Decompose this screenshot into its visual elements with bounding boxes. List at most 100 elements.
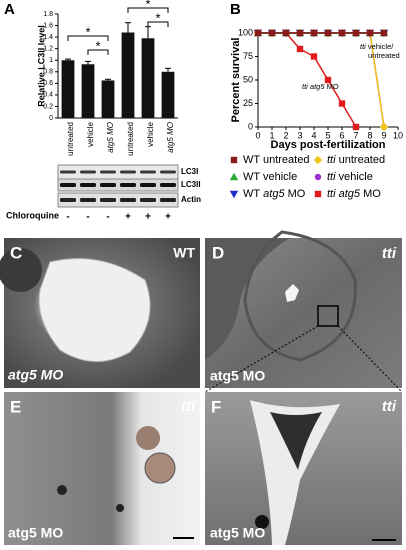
x-tick-label: 9	[381, 130, 386, 140]
y-tick-label: 50	[243, 74, 253, 84]
point	[282, 29, 290, 37]
bar	[81, 64, 95, 118]
genotype-label: WT	[173, 245, 195, 261]
micrograph-f	[205, 392, 402, 545]
x-tick-label: 8	[367, 130, 372, 140]
legend-label: tti untreated	[327, 154, 385, 166]
blot-band	[60, 170, 76, 174]
treatment-sign: -	[106, 212, 109, 223]
blot-band	[160, 170, 176, 174]
point	[268, 29, 276, 37]
legend-word: tti	[327, 188, 336, 200]
blot-band	[160, 198, 176, 202]
y-tick-label: 100	[238, 27, 253, 37]
legend-label: WT untreated	[243, 154, 309, 166]
point	[324, 29, 332, 37]
blot-band	[80, 198, 96, 202]
legend-word: WT	[243, 171, 260, 183]
micrograph-c	[0, 238, 200, 388]
panel-letter: C	[10, 243, 22, 262]
blot-band	[140, 183, 156, 187]
point	[313, 155, 323, 165]
significance-label: *	[95, 38, 100, 53]
genotype-label: tti	[382, 245, 397, 262]
point	[380, 29, 388, 37]
x-axis-label: Days post-fertilization	[271, 139, 386, 151]
x-tick-label: 0	[255, 130, 260, 140]
panel-letter: A	[4, 1, 15, 18]
x-tick-label: 3	[297, 130, 302, 140]
y-tick-label: 0.4	[43, 92, 53, 99]
annotation-word: MO	[325, 82, 339, 91]
y-tick-label: 0	[49, 115, 53, 122]
y-tick-label: 0	[248, 121, 253, 131]
genotype-label: tti	[181, 398, 196, 415]
bar	[141, 38, 155, 119]
point	[296, 29, 304, 37]
legend-word: tti	[327, 154, 336, 166]
blot-row-label: Actin	[181, 195, 201, 204]
annotation-word: vehicle/	[368, 42, 394, 51]
point	[352, 123, 360, 131]
legend-word: vehicle	[260, 171, 297, 183]
x-tick-label: 5	[325, 130, 330, 140]
genotype-label: tti	[382, 398, 397, 415]
y-tick-label: 1.2	[43, 46, 53, 53]
x-tick-label: 1	[269, 130, 274, 140]
micrograph-d	[204, 230, 403, 393]
blot-strip	[57, 192, 179, 208]
significance-label: *	[155, 10, 160, 25]
annotation-word: atg5	[310, 82, 325, 91]
treatment-label: atg5 MO	[210, 525, 265, 541]
blot-band	[120, 170, 136, 174]
point	[296, 45, 304, 53]
blot-row-label: LC3I	[181, 167, 198, 176]
point	[366, 29, 374, 37]
panel-letter: F	[211, 397, 221, 416]
panel-letter: E	[10, 397, 21, 416]
treatment-label: atg5 MO	[8, 525, 63, 541]
point	[314, 173, 322, 181]
blot-band	[80, 183, 96, 187]
treatment-label: atg5 MO	[210, 368, 265, 384]
blot-band	[120, 198, 136, 202]
legend-word: MO	[360, 188, 381, 200]
point	[338, 29, 346, 37]
point	[338, 100, 346, 107]
y-tick-label: 75	[243, 51, 253, 61]
legend-label: WT vehicle	[243, 171, 297, 183]
point	[230, 156, 238, 164]
western-blot	[57, 164, 179, 208]
point	[310, 29, 318, 37]
x-tick-label: 4	[311, 130, 316, 140]
category-label: vehicle	[146, 121, 155, 146]
y-tick-label: 1.8	[43, 11, 53, 18]
y-tick-label: 25	[243, 98, 253, 108]
x-tick-label: 2	[283, 130, 288, 140]
y-tick-label: 0.8	[43, 69, 53, 76]
treatment-sign: +	[165, 212, 171, 223]
blot-band	[160, 183, 176, 187]
legend-word: tti	[327, 171, 336, 183]
bar	[101, 80, 115, 118]
blot-band	[60, 198, 76, 202]
blot-band	[100, 183, 116, 187]
blot-band	[80, 170, 96, 174]
legend-word: atg5	[260, 188, 285, 200]
blot-row-label: LC3II	[181, 180, 201, 189]
bar	[61, 60, 75, 118]
significance-label: *	[145, 0, 150, 11]
legend-word: vehicle	[336, 171, 373, 183]
point	[314, 190, 322, 198]
legend-word: MO	[285, 188, 306, 200]
legend-label: tti vehicle	[327, 171, 373, 183]
blot-band	[100, 198, 116, 202]
legend-word: untreated	[336, 154, 386, 166]
panel-letter: D	[212, 243, 224, 262]
y-tick-label: 1.6	[43, 22, 53, 29]
point	[324, 76, 332, 84]
point	[229, 172, 239, 181]
treatment-sign: +	[125, 212, 131, 223]
treatment-sign: -	[86, 212, 89, 223]
bar	[121, 32, 135, 118]
